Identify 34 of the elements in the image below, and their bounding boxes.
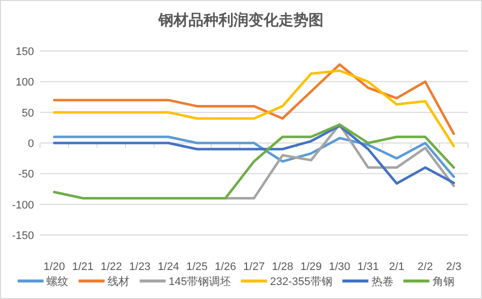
- x-tick-label: 1/28: [272, 261, 294, 273]
- line-series: [53, 63, 455, 136]
- x-tick-label: 1/21: [72, 261, 94, 273]
- legend-label: 螺纹: [46, 275, 69, 288]
- y-tick-label: -100: [12, 199, 34, 212]
- y-tick-label: -150: [12, 230, 34, 242]
- legend-label: 145带钢调坯: [168, 275, 231, 288]
- line-series: [53, 124, 455, 185]
- x-tick-label: 1/20: [44, 261, 65, 273]
- y-tick-label: -50: [18, 168, 34, 181]
- x-tick-label: 1/26: [214, 261, 236, 273]
- y-tick-label: 150: [16, 46, 34, 58]
- x-tick-label: 1/24: [158, 261, 180, 273]
- x-tick-label: 1/31: [357, 261, 379, 273]
- y-tick-label: 50: [22, 107, 34, 120]
- chart-title: 钢材品种利润变化走势图: [158, 11, 324, 29]
- legend-label: 热卷: [371, 276, 394, 288]
- y-tick-label: 100: [16, 76, 34, 89]
- x-tick-label: 1/30: [328, 261, 350, 273]
- x-tick-label: 1/22: [100, 261, 122, 273]
- legend-label: 线材: [108, 275, 130, 288]
- x-tick-label: 2/3: [446, 261, 462, 273]
- y-tick-label: 0: [28, 138, 34, 150]
- x-tick-label: 1/27: [243, 261, 265, 273]
- x-tick-label: 1/25: [186, 261, 208, 273]
- line-series: [53, 136, 455, 178]
- x-tick-label: 1/29: [300, 261, 322, 273]
- legend-label: 232-355带钢: [270, 275, 332, 288]
- x-tick-label: 2/2: [418, 261, 433, 273]
- x-tick-label: 1/23: [129, 261, 151, 273]
- legend-label: 角钢: [432, 276, 454, 288]
- line-series: [53, 123, 455, 200]
- line-series: [53, 69, 455, 148]
- x-tick-label: 2/1: [389, 261, 404, 273]
